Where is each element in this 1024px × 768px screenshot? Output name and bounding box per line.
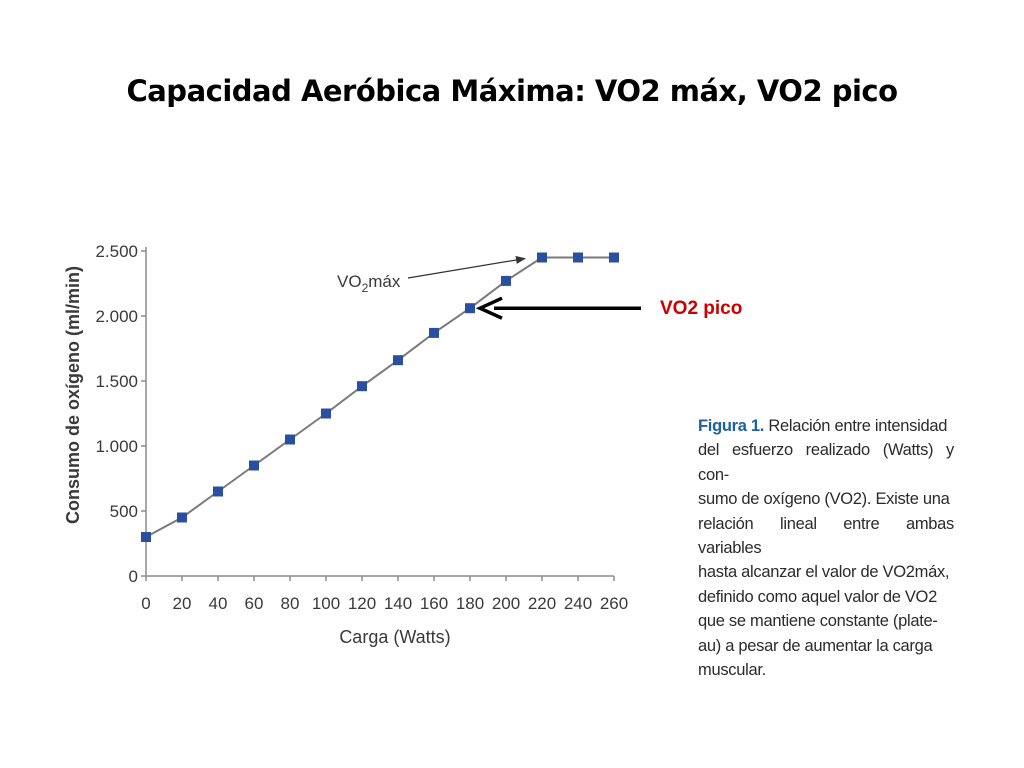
x-axis-title: Carga (Watts) bbox=[339, 627, 450, 647]
x-tick-label: 120 bbox=[348, 594, 376, 613]
data-point bbox=[141, 532, 151, 542]
annotations: VO2máx bbox=[337, 256, 641, 320]
x-tick-label: 40 bbox=[209, 594, 228, 613]
vo2max-label: VO2máx bbox=[337, 272, 401, 295]
caption-line: del esfuerzo realizado (Watts) y con- bbox=[698, 441, 954, 484]
vo2max-label-tail: máx bbox=[368, 272, 401, 291]
axes: 0 500 1.000 1.500 2.000 2.500 0 20 40 60 80 100 120 1… bbox=[63, 242, 628, 647]
data-points bbox=[141, 252, 619, 542]
data-point bbox=[357, 381, 367, 392]
vo2max-arrow bbox=[407, 256, 526, 279]
series-polyline bbox=[145, 256, 614, 538]
caption-line: hasta alcanzar el valor de VO2máx, bbox=[698, 563, 950, 582]
x-tick-label: 140 bbox=[384, 594, 412, 613]
x-tick-label: 20 bbox=[173, 594, 192, 613]
data-point bbox=[321, 408, 331, 419]
data-point bbox=[429, 327, 439, 338]
data-point bbox=[573, 252, 583, 263]
y-tick-label: 500 bbox=[110, 502, 138, 521]
caption-line: relación lineal entre ambas variables bbox=[698, 514, 954, 558]
data-point bbox=[501, 275, 511, 286]
caption-line: definido como aquel valor de VO2 bbox=[698, 587, 937, 606]
x-tick-label: 80 bbox=[281, 594, 300, 613]
y-axis-title: Consumo de oxígeno (ml/min) bbox=[63, 266, 83, 524]
y-tick-label: 1.500 bbox=[95, 372, 138, 391]
caption-line: muscular. bbox=[698, 661, 766, 680]
data-point bbox=[609, 252, 619, 263]
x-tick-label: 100 bbox=[312, 594, 340, 613]
caption-line: sumo de oxígeno (VO2). Existe una bbox=[698, 490, 950, 509]
vo2max-label-main: VO bbox=[337, 272, 362, 291]
y-tick-label: 2.500 bbox=[95, 242, 138, 261]
figure-label: Figura 1. bbox=[698, 417, 765, 435]
caption-line: Relación entre intensidad bbox=[768, 417, 948, 435]
x-tick-label: 60 bbox=[245, 594, 264, 613]
y-tick-label: 1.000 bbox=[95, 437, 138, 456]
x-tick-label: 0 bbox=[141, 594, 150, 613]
x-tick-label: 240 bbox=[564, 594, 592, 613]
data-point bbox=[285, 434, 295, 445]
slide-title: Capacidad Aeróbica Máxima: VO2 máx, VO2 … bbox=[126, 74, 898, 108]
data-point bbox=[537, 252, 547, 263]
data-point bbox=[465, 303, 475, 314]
vo2pico-arrow-head bbox=[475, 296, 503, 320]
x-tick-label: 200 bbox=[492, 594, 520, 613]
vo2-pico-label: VO2 pico bbox=[660, 298, 743, 319]
data-point bbox=[249, 460, 259, 471]
vo2max-label-sub: 2 bbox=[362, 281, 369, 295]
figure-caption: Figura 1. Relación entre intensidad del e… bbox=[698, 414, 954, 682]
series-line bbox=[145, 256, 614, 538]
y-tick-label: 2.000 bbox=[95, 307, 138, 326]
caption-text: Relación entre intensidad del esfuerzo re… bbox=[698, 417, 954, 679]
x-tick-label: 180 bbox=[456, 594, 484, 613]
data-point bbox=[393, 355, 403, 366]
caption-line: que se mantiene constante (plate- bbox=[698, 612, 938, 631]
x-tick-label: 260 bbox=[600, 594, 628, 613]
x-tick-label: 160 bbox=[420, 594, 448, 613]
data-point bbox=[177, 512, 187, 523]
y-tick-label: 0 bbox=[129, 567, 138, 586]
x-tick-label: 220 bbox=[528, 594, 556, 613]
caption-line: au) a pesar de aumentar la carga bbox=[698, 636, 933, 655]
data-point bbox=[213, 486, 223, 497]
